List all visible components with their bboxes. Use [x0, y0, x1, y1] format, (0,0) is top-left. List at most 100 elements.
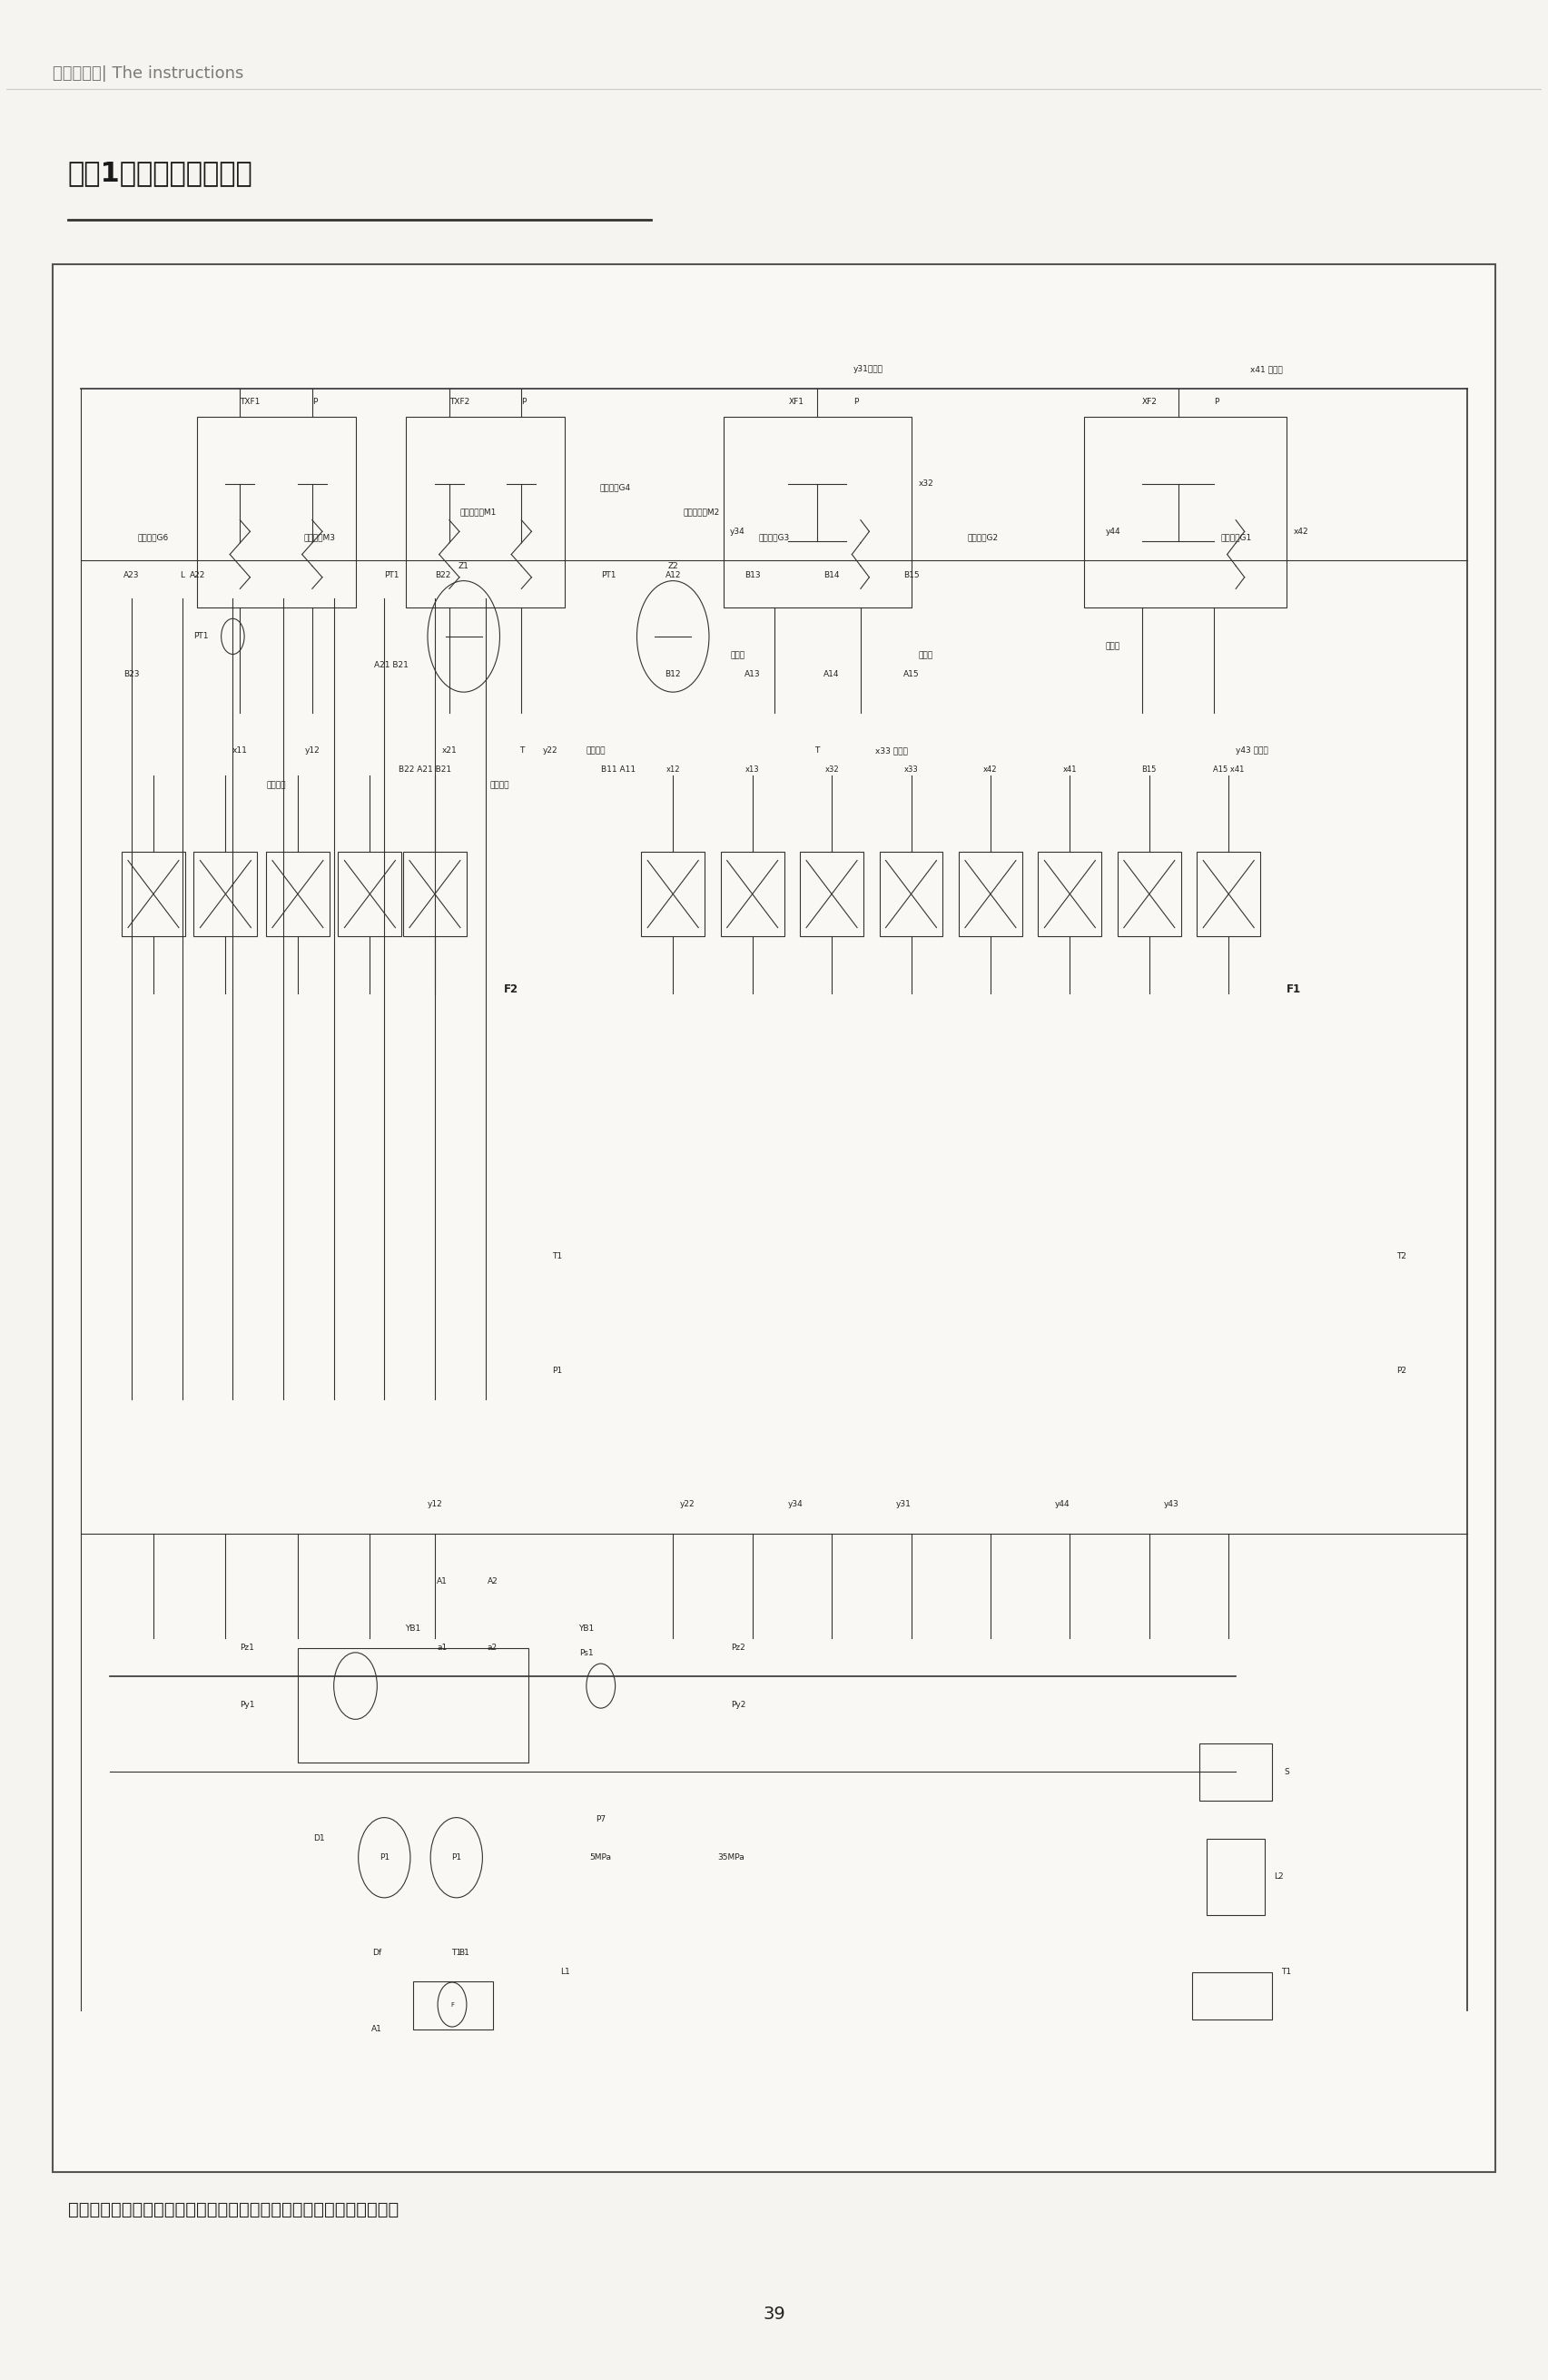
Text: 左行走马达M1: 左行走马达M1	[460, 509, 497, 516]
Text: PT1: PT1	[384, 571, 399, 578]
Bar	[402, 852, 466, 935]
Text: F2: F2	[505, 983, 519, 995]
Bar	[1200, 1742, 1272, 1799]
Text: A22: A22	[189, 571, 206, 578]
Text: A13: A13	[745, 671, 760, 678]
Text: 输送马达M3: 输送马达M3	[303, 533, 336, 540]
Bar	[1192, 1973, 1272, 2021]
Text: y22: y22	[543, 747, 559, 754]
Text: P1: P1	[553, 1366, 562, 1376]
Text: Z1: Z1	[458, 562, 469, 569]
Text: y44: y44	[1105, 528, 1121, 536]
Text: B22: B22	[435, 571, 450, 578]
Bar	[194, 852, 257, 935]
Text: a1: a1	[437, 1645, 447, 1652]
Text: P: P	[1214, 397, 1220, 407]
Text: A1: A1	[372, 2025, 382, 2033]
Text: 39: 39	[763, 2306, 785, 2323]
Bar	[1084, 416, 1286, 607]
Text: x33 大臂升: x33 大臂升	[875, 747, 907, 754]
Text: A15 x41: A15 x41	[1214, 766, 1245, 774]
Text: P: P	[313, 397, 317, 407]
Text: 回转左: 回转左	[731, 652, 745, 659]
Text: D1: D1	[314, 1835, 325, 1842]
Text: P2: P2	[1396, 1366, 1407, 1376]
Text: TXF2: TXF2	[449, 397, 469, 407]
Text: P7: P7	[596, 1816, 605, 1823]
Text: x11: x11	[232, 747, 248, 754]
Text: TXF1: TXF1	[240, 397, 260, 407]
Text: B12: B12	[666, 671, 681, 678]
Text: y12: y12	[427, 1499, 443, 1509]
Text: T1: T1	[553, 1252, 562, 1261]
Text: L1: L1	[560, 1968, 570, 1975]
Text: B14: B14	[824, 571, 839, 578]
Text: y43 挖斗展: y43 挖斗展	[1235, 747, 1268, 754]
Text: P1: P1	[452, 1854, 461, 1861]
Text: y43: y43	[1163, 1499, 1178, 1509]
Text: x42: x42	[983, 766, 997, 774]
Text: Py2: Py2	[731, 1702, 746, 1709]
Text: P: P	[522, 397, 526, 407]
Text: B13: B13	[745, 571, 760, 578]
Text: B11 A11: B11 A11	[601, 766, 635, 774]
Text: 35MPa: 35MPa	[717, 1854, 745, 1861]
Text: XF1: XF1	[788, 397, 803, 407]
Text: B15: B15	[902, 571, 920, 578]
Text: Pz2: Pz2	[731, 1645, 745, 1652]
Text: YB1: YB1	[579, 1626, 594, 1633]
Text: T1: T1	[452, 1949, 461, 1956]
Text: 使用说明书| The instructions: 使用说明书| The instructions	[53, 67, 243, 81]
Text: x41: x41	[1063, 766, 1077, 774]
Text: 右履带前: 右履带前	[587, 747, 605, 754]
Text: 右行走马达M2: 右行走马达M2	[684, 509, 720, 516]
Text: B15: B15	[1142, 766, 1156, 774]
Bar	[337, 852, 401, 935]
Bar	[122, 852, 186, 935]
Text: PT1: PT1	[601, 571, 616, 578]
Text: B23: B23	[124, 671, 139, 678]
Text: Pz1: Pz1	[240, 1645, 254, 1652]
Text: 5MPa: 5MPa	[590, 1854, 611, 1861]
Text: A1: A1	[437, 1578, 447, 1585]
Text: x21: x21	[441, 747, 457, 754]
Text: 拍槽油缸G6: 拍槽油缸G6	[138, 533, 169, 540]
Text: 左履带后: 左履带后	[491, 781, 509, 790]
Text: 注：每个过载阀、安全阀上的压力值详见第二部分第三小节调整方法。: 注：每个过载阀、安全阀上的压力值详见第二部分第三小节调整方法。	[68, 2202, 398, 2218]
Text: F1: F1	[1286, 983, 1300, 995]
Bar	[266, 852, 330, 935]
Text: x41 挖斗收: x41 挖斗收	[1251, 364, 1283, 374]
Text: L: L	[180, 571, 184, 578]
Text: 回转油缸G4: 回转油缸G4	[599, 483, 630, 493]
Bar	[879, 852, 943, 935]
Bar	[406, 416, 565, 607]
Bar	[1197, 852, 1260, 935]
Text: T: T	[814, 747, 820, 754]
Text: y34: y34	[788, 1499, 803, 1509]
Bar	[1207, 1837, 1265, 1916]
Text: 回转右: 回转右	[918, 652, 933, 659]
Text: S: S	[1283, 1768, 1289, 1775]
Text: B22 A21 B21: B22 A21 B21	[399, 766, 452, 774]
Text: Df: Df	[373, 1949, 382, 1956]
Text: y44: y44	[1056, 1499, 1070, 1509]
Text: 小臂油缸G2: 小臂油缸G2	[968, 533, 998, 540]
Bar	[721, 852, 785, 935]
Text: x42: x42	[1294, 528, 1308, 536]
Text: L2: L2	[1274, 1873, 1283, 1880]
Bar	[1118, 852, 1181, 935]
Text: A12: A12	[666, 571, 681, 578]
Text: Z2: Z2	[667, 562, 678, 569]
Bar	[1039, 852, 1102, 935]
Text: 挖斗油缸G1: 挖斗油缸G1	[1220, 533, 1251, 540]
Text: XF2: XF2	[1142, 397, 1158, 407]
Bar	[723, 416, 912, 607]
Text: y22: y22	[680, 1499, 695, 1509]
Text: x32: x32	[825, 766, 839, 774]
Text: A21 B21: A21 B21	[375, 662, 409, 669]
Text: x32: x32	[918, 481, 933, 488]
Bar	[297, 1647, 529, 1761]
Text: B1: B1	[458, 1949, 469, 1956]
Text: y34: y34	[731, 528, 745, 536]
Bar	[958, 852, 1022, 935]
